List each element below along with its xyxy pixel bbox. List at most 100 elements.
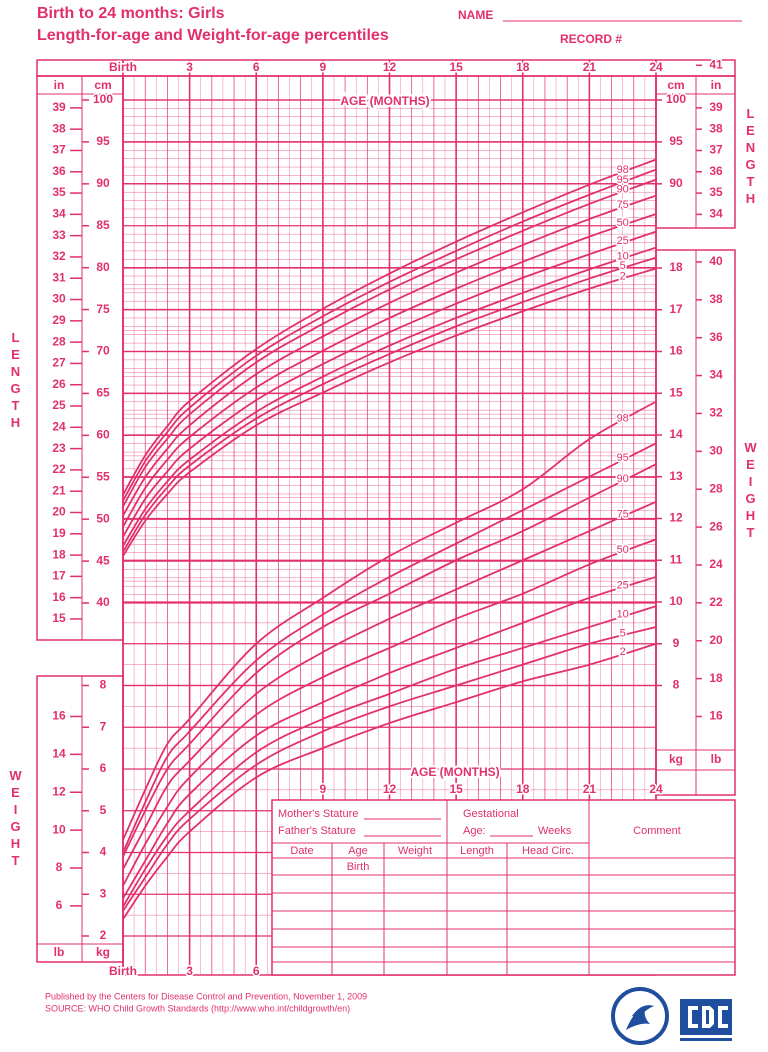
axis-unit: cm [667,78,684,92]
y-tick-label: 17 [669,302,683,316]
x-tick-label: 6 [253,964,260,978]
percentile-curve [122,256,657,553]
column-header: Length [460,845,494,857]
y-tick-label: 13 [669,469,683,483]
percentile-curve [122,626,657,912]
y-tick-label: 90 [96,176,110,190]
percentile-curve [122,500,657,870]
percentile-label: 2 [620,646,626,658]
y-tick-label: 30 [52,292,66,306]
y-tick-label: 21 [52,483,66,497]
y-tick-label: 15 [669,385,683,399]
column-header: Age [348,845,368,857]
percentile-curve [122,463,657,858]
source-note: SOURCE: WHO Child Growth Standards (http… [45,1003,350,1013]
y-tick-label: 31 [52,270,66,284]
y-tick-label: 39 [709,100,723,114]
y-tick-label: 14 [669,427,683,441]
y-tick-label: 12 [669,511,683,525]
y-tick-label: 7 [100,719,107,733]
y-tick-label: 85 [96,218,110,232]
y-tick-label: 10 [669,594,683,608]
x-tick-label: Birth [109,964,137,978]
y-tick-label: 9 [673,636,680,650]
x-tick-label: 3 [186,964,193,978]
percentile-label: 5 [620,627,626,639]
percentile-label: 90 [617,473,629,485]
percentile-label: 10 [617,250,629,262]
y-tick-label: 14 [52,747,66,761]
y-tick-label: 3 [100,886,107,900]
y-tick-label: 16 [709,709,723,723]
y-tick-label: 26 [709,519,723,533]
y-tick-label: 20 [709,633,723,647]
y-tick-label: 75 [96,302,110,316]
x-tick-label: Birth [109,60,137,74]
y-tick-label: 95 [669,134,683,148]
y-tick-label: 36 [52,164,66,178]
percentile-label: 75 [617,508,629,520]
y-tick-label: 100 [93,92,113,106]
axis-unit: in [54,78,65,92]
y-tick-label: 100 [666,92,686,106]
y-tick-label: 34 [709,368,723,382]
subtitle: Length-for-age and Weight-for-age percen… [37,27,389,44]
percentile-curve [122,576,657,899]
y-tick-label: 36 [709,164,723,178]
y-tick-label: 16 [52,709,66,723]
weeks: Weeks [538,825,572,837]
percentile-label: 75 [617,199,629,211]
x-tick-label: 15 [449,60,463,74]
y-tick-label: 18 [52,547,66,561]
y-tick-label: 26 [52,377,66,391]
y-tick-label: 15 [52,611,66,625]
y-tick-label: 20 [52,505,66,519]
percentile-curve [122,213,657,528]
x-tick-label: 9 [320,60,327,74]
x-tick-label: 21 [583,60,597,74]
y-tick-label: 6 [100,761,107,775]
percentile-label: 90 [617,184,629,196]
y-tick-label: 25 [52,398,66,412]
y-tick-label: 34 [709,207,723,221]
record-label: RECORD # [560,32,622,46]
y-tick-label: 32 [52,249,66,263]
mother-stature: Mother's Stature [278,808,358,820]
y-tick-label: 60 [96,428,110,442]
percentile-label: 98 [617,164,629,176]
logos [611,987,732,1045]
y-tick-label: 50 [96,511,110,525]
y-tick-label: 38 [709,292,723,306]
y-tick-label: 41 [709,57,723,71]
axis-unit: lb [54,945,65,959]
y-tick-label: 27 [52,356,66,370]
percentile-curve [122,194,657,517]
percentile-curve [122,246,657,547]
y-tick-label: 24 [52,419,66,433]
y-tick-label: 11 [670,552,683,566]
y-tick-label: 40 [96,595,110,609]
percentile-curve [122,267,657,557]
y-tick-label: 33 [52,228,66,242]
y-tick-label: 2 [100,928,107,942]
percentile-label: 10 [617,609,629,621]
x-axis-label: AGE (MONTHS) [340,94,429,108]
y-tick-label: 29 [52,313,66,327]
x-axis-label: AGE (MONTHS) [410,765,499,779]
y-axis-label: WEIGHT [8,768,23,870]
y-tick-label: 17 [52,569,66,583]
percentile-curve [122,230,657,538]
axis-unit: kg [669,752,683,766]
y-tick-label: 65 [96,386,110,400]
name-label: NAME [458,8,493,22]
birth-row: Birth [347,861,370,873]
y-tick-label: 34 [52,207,66,221]
y-tick-label: 80 [96,260,110,274]
percentile-curve [122,642,657,920]
comment: Comment [633,825,681,837]
percentile-curve [122,158,657,496]
y-tick-label: 95 [96,134,110,148]
x-tick-label: 12 [383,782,397,796]
y-tick-label: 12 [52,784,66,798]
